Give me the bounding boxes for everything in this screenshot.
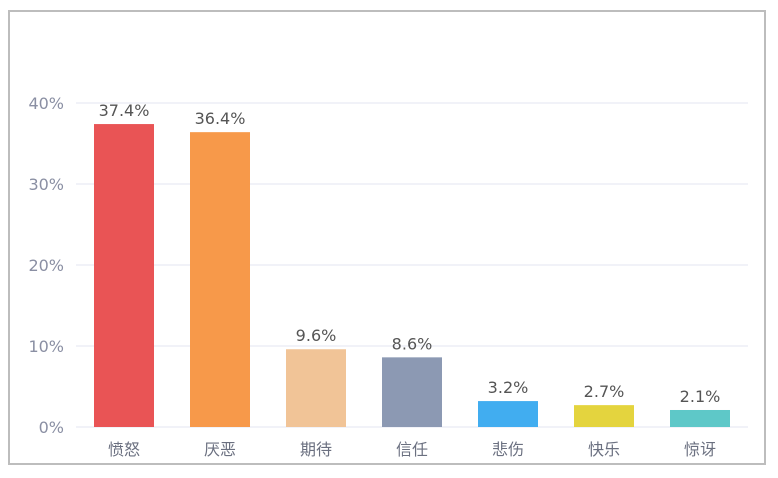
data-label: 36.4% [195,109,246,128]
data-label: 37.4% [99,101,150,120]
y-tick-label: 20% [28,256,64,275]
bar [574,405,634,427]
bar [382,357,442,427]
x-tick-label: 期待 [300,440,332,459]
data-label: 2.1% [680,387,721,406]
x-tick-label: 信任 [396,440,428,459]
data-label: 2.7% [584,382,625,401]
x-tick-label: 厌恶 [204,440,236,459]
data-label: 8.6% [392,334,433,353]
x-tick-label: 悲伤 [492,440,524,459]
bar [190,132,250,427]
x-tick-label: 愤怒 [108,440,140,459]
bar [286,349,346,427]
bar [670,409,730,427]
x-tick-label: 快乐 [588,440,620,459]
y-tick-label: 10% [28,337,64,356]
data-label: 3.2% [488,378,529,397]
bar [94,124,154,427]
chart-frame [8,10,766,465]
y-tick-label: 40% [28,94,64,113]
y-tick-label: 30% [28,175,64,194]
bar [478,401,538,427]
x-tick-label: 惊讶 [684,440,716,459]
data-label: 9.6% [296,326,337,345]
y-tick-label: 0% [39,418,64,437]
